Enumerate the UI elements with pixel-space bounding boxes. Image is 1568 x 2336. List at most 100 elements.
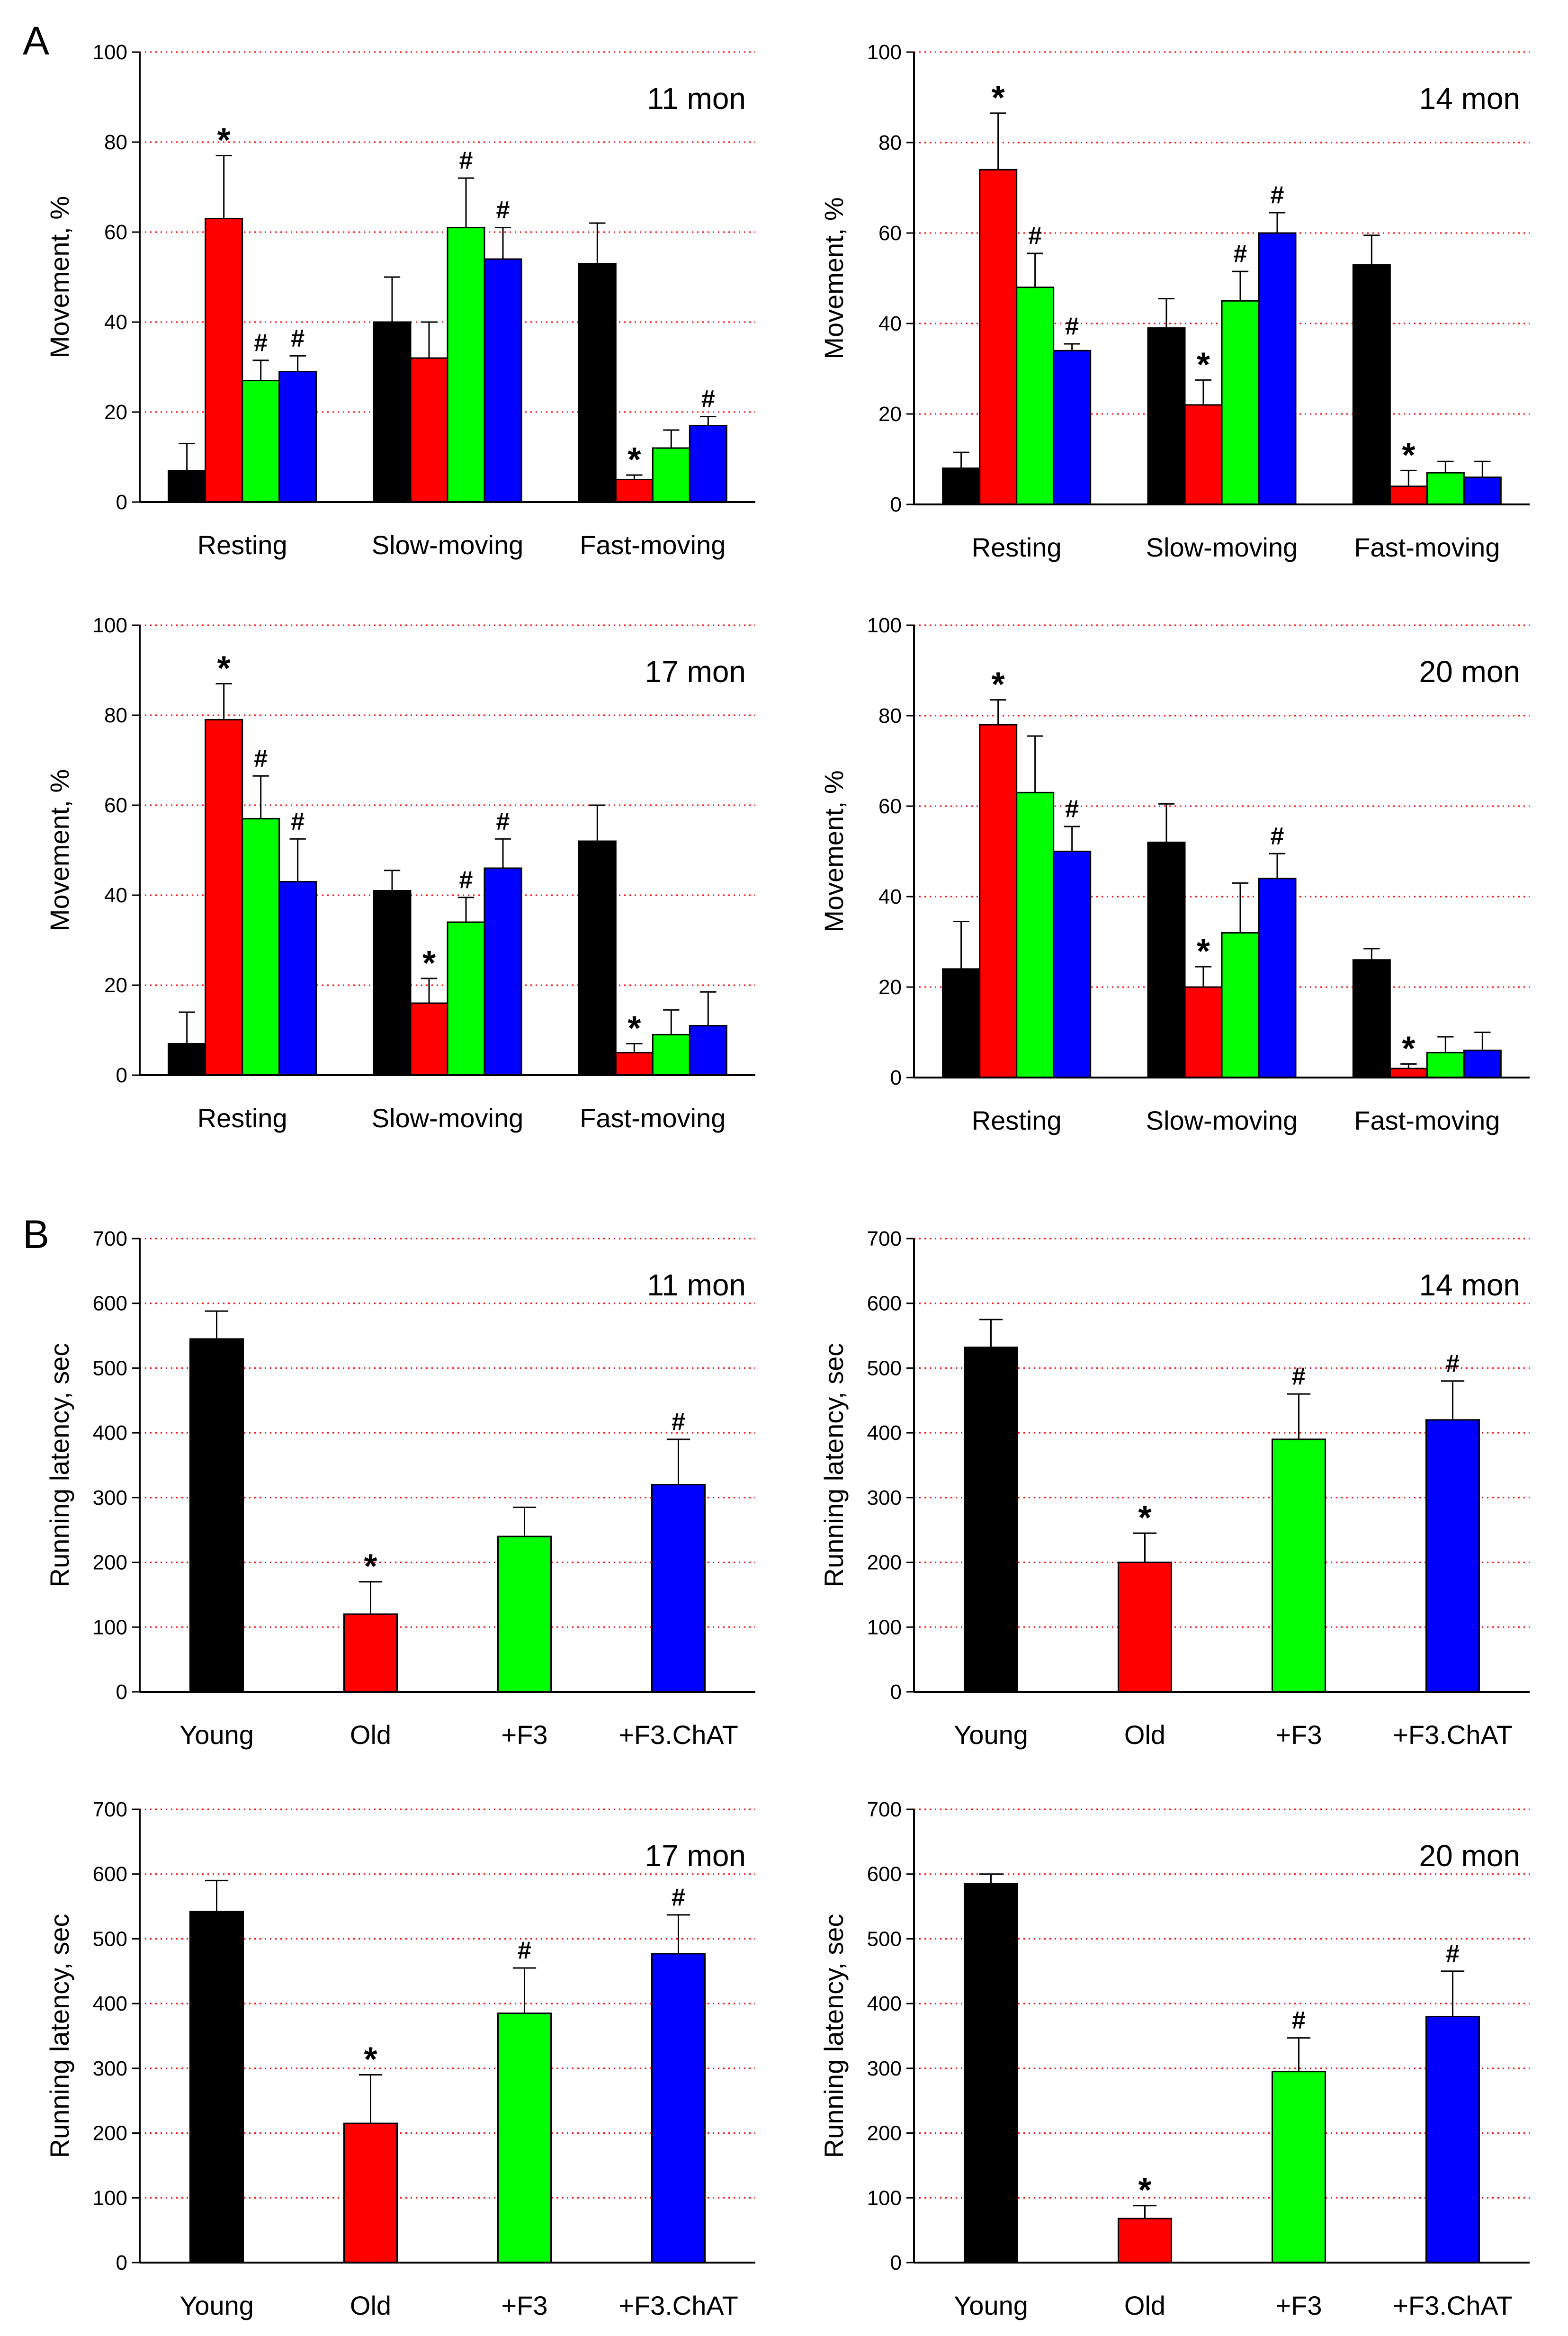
- y-tick-label: 600: [93, 1863, 127, 1886]
- bar--f3: [1426, 1051, 1465, 1078]
- chart-title: 14 mon: [1419, 81, 1520, 116]
- bar-young: [189, 1911, 244, 2264]
- bar-young: [373, 890, 412, 1076]
- panel-label-b: B: [23, 1212, 49, 1257]
- y-axis-title: Running latency, sec: [819, 1343, 849, 1588]
- bar-old: [1389, 485, 1428, 505]
- x-tick-label: Young: [954, 1720, 1028, 1750]
- bar-old: [1184, 986, 1223, 1078]
- y-tick-label: 200: [867, 2122, 902, 2145]
- y-tick-label: 600: [867, 1863, 902, 1886]
- bar--f3: [497, 1536, 552, 1693]
- significance-hash: #: [254, 745, 268, 772]
- y-tick-label: 600: [93, 1292, 127, 1315]
- bar--f3: [497, 2013, 552, 2264]
- x-tick-label: Old: [1124, 2291, 1165, 2320]
- significance-hash: #: [496, 197, 510, 224]
- significance-star: *: [364, 2041, 377, 2079]
- bar--f3: [1221, 932, 1260, 1078]
- y-tick-label: 0: [890, 1066, 902, 1089]
- bar-old: [205, 719, 243, 1076]
- bar-young: [964, 1883, 1018, 2264]
- y-tick-label: 100: [867, 614, 902, 637]
- bar--f3: [1221, 300, 1260, 505]
- significance-star: *: [217, 122, 231, 160]
- bar--f3-chat: [651, 1953, 706, 2264]
- bar--f3: [447, 921, 485, 1076]
- x-tick-label: Resting: [972, 532, 1062, 562]
- significance-star: *: [1197, 933, 1210, 970]
- bar-young: [168, 1043, 206, 1076]
- y-axis-title: Running latency, sec: [45, 1343, 74, 1588]
- y-tick-label: 200: [93, 2122, 127, 2145]
- bar--f3-chat: [1258, 232, 1297, 505]
- y-tick-label: 60: [878, 222, 902, 245]
- y-tick-label: 0: [890, 2251, 902, 2274]
- significance-hash: #: [1446, 1350, 1460, 1377]
- y-tick-label: 0: [890, 1680, 902, 1704]
- bar--f3-chat: [1463, 1050, 1502, 1078]
- y-tick-label: 80: [878, 704, 902, 728]
- bar--f3-chat: [484, 867, 522, 1076]
- significance-star: *: [364, 1548, 377, 1586]
- y-axis-title: Movement, %: [45, 769, 74, 931]
- y-tick-label: 40: [878, 885, 902, 908]
- bar--f3: [242, 380, 280, 503]
- x-tick-label: Old: [350, 2291, 391, 2320]
- y-tick-label: 20: [104, 974, 127, 997]
- x-tick-label: +F3: [1275, 1720, 1322, 1750]
- y-tick-label: 80: [104, 131, 127, 154]
- significance-star: *: [1197, 346, 1210, 384]
- bar-old: [410, 1002, 448, 1076]
- x-tick-label: Old: [350, 1720, 391, 1750]
- significance-hash: #: [459, 866, 473, 894]
- bar--f3-chat: [278, 881, 317, 1076]
- chart-title: 17 mon: [645, 1839, 746, 1873]
- y-axis-title: Running latency, sec: [45, 1914, 74, 2158]
- bar--f3-chat: [651, 1484, 706, 1693]
- bar--f3-chat: [1425, 2015, 1480, 2264]
- y-tick-label: 300: [867, 2057, 902, 2080]
- x-tick-label: Young: [179, 1720, 254, 1750]
- bar-young: [189, 1338, 244, 1693]
- chart-a2: * # # Resting * # # Slow-moving * Fast-moving 0 20 4…: [819, 41, 1530, 562]
- chart-title: 17 mon: [645, 655, 746, 689]
- y-tick-label: 0: [116, 1064, 127, 1087]
- y-tick-label: 400: [867, 1421, 902, 1445]
- significance-hash: #: [291, 324, 305, 352]
- bar--f3-chat: [1053, 350, 1092, 505]
- x-tick-label: +F3: [1275, 2291, 1322, 2320]
- chart-title: 14 mon: [1419, 1268, 1520, 1302]
- significance-star: *: [1402, 1030, 1415, 1068]
- bar--f3-chat: [1463, 476, 1502, 505]
- bar--f3-chat: [1425, 1419, 1480, 1693]
- y-tick-label: 400: [867, 1992, 902, 2015]
- x-tick-label: Slow-moving: [1146, 1105, 1298, 1135]
- y-axis-title: Movement, %: [819, 770, 849, 932]
- x-tick-label: Young: [954, 2291, 1028, 2320]
- x-tick-label: Resting: [972, 1105, 1062, 1135]
- bar--f3-chat: [1258, 878, 1297, 1078]
- chart-b4: Young * Old # +F3 # +F3.ChAT 0 100 200 300 400 500 60…: [819, 1798, 1530, 2320]
- y-tick-label: 0: [116, 491, 127, 514]
- bar--f3: [652, 1034, 690, 1076]
- bar-old: [1118, 1562, 1172, 1693]
- chart-title: 20 mon: [1419, 1839, 1520, 1873]
- bar-old: [205, 218, 243, 503]
- y-tick-label: 80: [878, 131, 902, 154]
- charts-group: * # # Resting # # Slow-moving * # Fast-moving 0 20 4…: [45, 41, 1530, 2320]
- bar-young: [1352, 264, 1391, 505]
- significance-hash: #: [1065, 795, 1079, 823]
- x-tick-label: Fast-moving: [580, 530, 726, 560]
- bar--f3-chat: [278, 371, 317, 503]
- x-tick-label: +F3: [501, 1720, 547, 1750]
- x-tick-label: +F3.ChAT: [618, 2291, 738, 2320]
- y-tick-label: 700: [93, 1798, 127, 1821]
- y-tick-label: 500: [93, 1357, 127, 1380]
- x-tick-label: Old: [1124, 1720, 1165, 1750]
- x-tick-label: Fast-moving: [1354, 1105, 1500, 1135]
- y-tick-label: 60: [104, 794, 127, 817]
- y-tick-label: 60: [878, 795, 902, 818]
- significance-star: *: [422, 944, 436, 982]
